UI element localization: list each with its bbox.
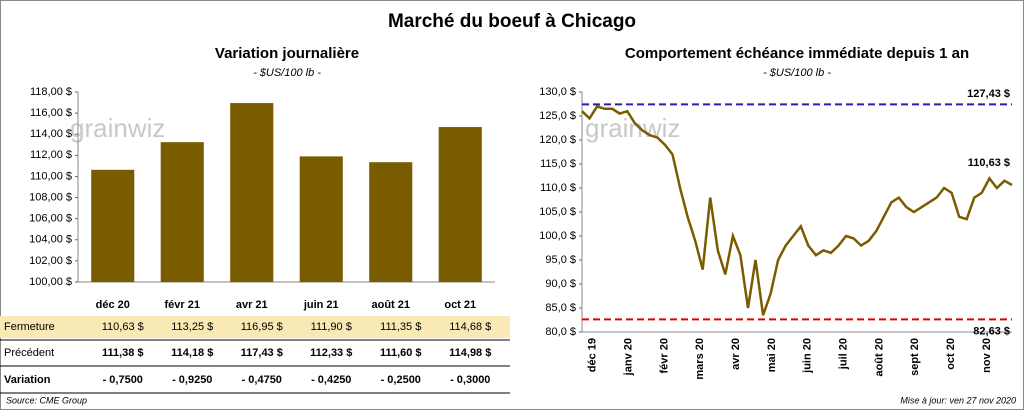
- watermark: grainwiz: [585, 113, 680, 143]
- x-tick-label: mars 20: [694, 338, 706, 380]
- y-tick-label: 114,00 $: [30, 128, 72, 140]
- reference-label: 127,43 $: [967, 88, 1010, 100]
- x-tick-label: juin 21: [303, 299, 339, 311]
- table-cell: - 0,4250: [311, 374, 351, 386]
- x-tick-label: oct 20: [945, 338, 957, 370]
- table-cell: - 0,3000: [450, 374, 490, 386]
- y-tick-label: 110,0 $: [540, 182, 576, 194]
- bar: [160, 142, 204, 282]
- chart-title: Variation journalière: [215, 45, 359, 62]
- row-label: Précédent: [4, 347, 54, 359]
- x-tick-label: juil 20: [837, 338, 849, 370]
- table-cell: 114,68 $: [449, 321, 491, 333]
- bar: [438, 127, 482, 283]
- bar: [369, 162, 413, 282]
- table-cell: 112,33 $: [310, 347, 352, 359]
- x-tick-label: févr 21: [165, 299, 200, 311]
- row-label: Variation: [4, 374, 51, 386]
- y-tick-label: 120,0 $: [539, 134, 576, 146]
- x-tick-label: janv 20: [622, 338, 634, 376]
- y-tick-label: 125,0 $: [539, 110, 576, 122]
- table-cell: - 0,9250: [172, 374, 212, 386]
- watermark: grainwiz: [70, 113, 165, 143]
- table-cell: 114,18 $: [171, 347, 213, 359]
- table-cell: 111,38 $: [102, 347, 144, 359]
- x-tick-label: avr 21: [236, 299, 268, 311]
- x-tick-label: déc 19: [587, 338, 599, 372]
- last-label: 110,63 $: [968, 157, 1010, 169]
- updated: Mise à jour: ven 27 nov 2020: [900, 395, 1016, 405]
- table-cell: 117,43 $: [241, 347, 283, 359]
- y-tick-label: 95,0 $: [545, 254, 576, 266]
- y-tick-label: 80,0 $: [545, 326, 576, 338]
- x-tick-label: avr 20: [730, 338, 742, 370]
- y-tick-label: 115,0 $: [540, 158, 576, 170]
- chart-title: Comportement échéance immédiate depuis 1…: [625, 45, 969, 62]
- x-tick-label: déc 20: [96, 299, 130, 311]
- table-cell: - 0,4750: [242, 374, 282, 386]
- x-tick-label: août 21: [371, 299, 410, 311]
- y-tick-label: 106,00 $: [29, 213, 72, 225]
- x-tick-label: oct 21: [444, 299, 476, 311]
- reference-label: 82,63 $: [973, 325, 1010, 337]
- y-tick-label: 108,00 $: [29, 191, 72, 203]
- x-tick-label: mai 20: [766, 338, 778, 372]
- table-cell: 111,90 $: [311, 321, 352, 333]
- y-tick-label: 85,0 $: [545, 302, 576, 314]
- y-tick-label: 112,00 $: [30, 149, 72, 161]
- x-tick-label: août 20: [873, 338, 885, 377]
- table-cell: - 0,7500: [103, 374, 143, 386]
- table-cell: 110,63 $: [102, 321, 144, 333]
- bar: [299, 156, 343, 282]
- y-tick-label: 100,0 $: [539, 230, 576, 242]
- highlight-row: [0, 316, 510, 338]
- table-cell: 116,95 $: [241, 321, 283, 333]
- y-tick-label: 104,00 $: [29, 234, 72, 246]
- y-tick-label: 100,00 $: [29, 276, 72, 288]
- y-tick-label: 116,00 $: [30, 107, 72, 119]
- table-cell: 111,35 $: [380, 321, 421, 333]
- y-tick-label: 105,0 $: [539, 206, 576, 218]
- x-tick-label: nov 20: [981, 338, 993, 373]
- y-tick-label: 102,00 $: [29, 255, 72, 267]
- bar: [91, 169, 135, 282]
- x-tick-label: sept 20: [909, 338, 921, 376]
- table-cell: 113,25 $: [171, 321, 213, 333]
- price-line: [581, 104, 1013, 316]
- page-title: Marché du boeuf à Chicago: [388, 11, 636, 32]
- chart-subtitle: - $US/100 lb -: [763, 67, 831, 79]
- bar: [230, 103, 274, 282]
- table-cell: 114,98 $: [449, 347, 491, 359]
- source: Source: CME Group: [6, 395, 87, 405]
- x-tick-label: juin 20: [802, 338, 814, 374]
- x-tick-label: févr 20: [658, 338, 670, 373]
- table-cell: 111,60 $: [380, 347, 422, 359]
- y-tick-label: 90,0 $: [545, 278, 576, 290]
- y-tick-label: 130,0 $: [539, 86, 576, 98]
- y-tick-label: 118,00 $: [30, 86, 72, 98]
- row-label: Fermeture: [4, 321, 55, 333]
- y-tick-label: 110,00 $: [30, 170, 72, 182]
- table-cell: - 0,2500: [381, 374, 421, 386]
- chart-subtitle: - $US/100 lb -: [253, 67, 321, 79]
